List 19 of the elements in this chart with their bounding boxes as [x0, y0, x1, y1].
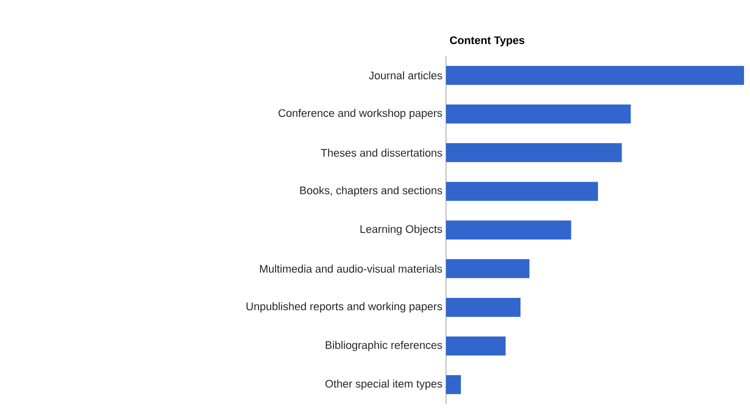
bar [446, 182, 598, 201]
y-tick-label: Bibliographic references [326, 340, 442, 352]
bar [446, 104, 631, 124]
y-tick-label: Theses and dissertations [320, 148, 442, 157]
y-tick-label: Journal articles [368, 71, 442, 80]
y-tick-label: Multimedia and audio-visual materials [260, 264, 442, 273]
bar [446, 336, 506, 356]
y-tick-label: Unpublished reports and working papers [246, 302, 442, 312]
chart-title: Content Types [450, 36, 524, 46]
y-tick-label: Books, chapters and sections [300, 186, 442, 196]
bar [446, 66, 744, 85]
y-tick-label: Other special item types [325, 380, 442, 390]
bar [446, 375, 461, 394]
bar [446, 259, 530, 278]
y-tick-label: Learning Objects [360, 224, 442, 236]
y-tick-label: Conference and workshop papers [278, 108, 442, 120]
bar [446, 298, 521, 317]
bar [446, 143, 622, 162]
bar [446, 220, 572, 240]
